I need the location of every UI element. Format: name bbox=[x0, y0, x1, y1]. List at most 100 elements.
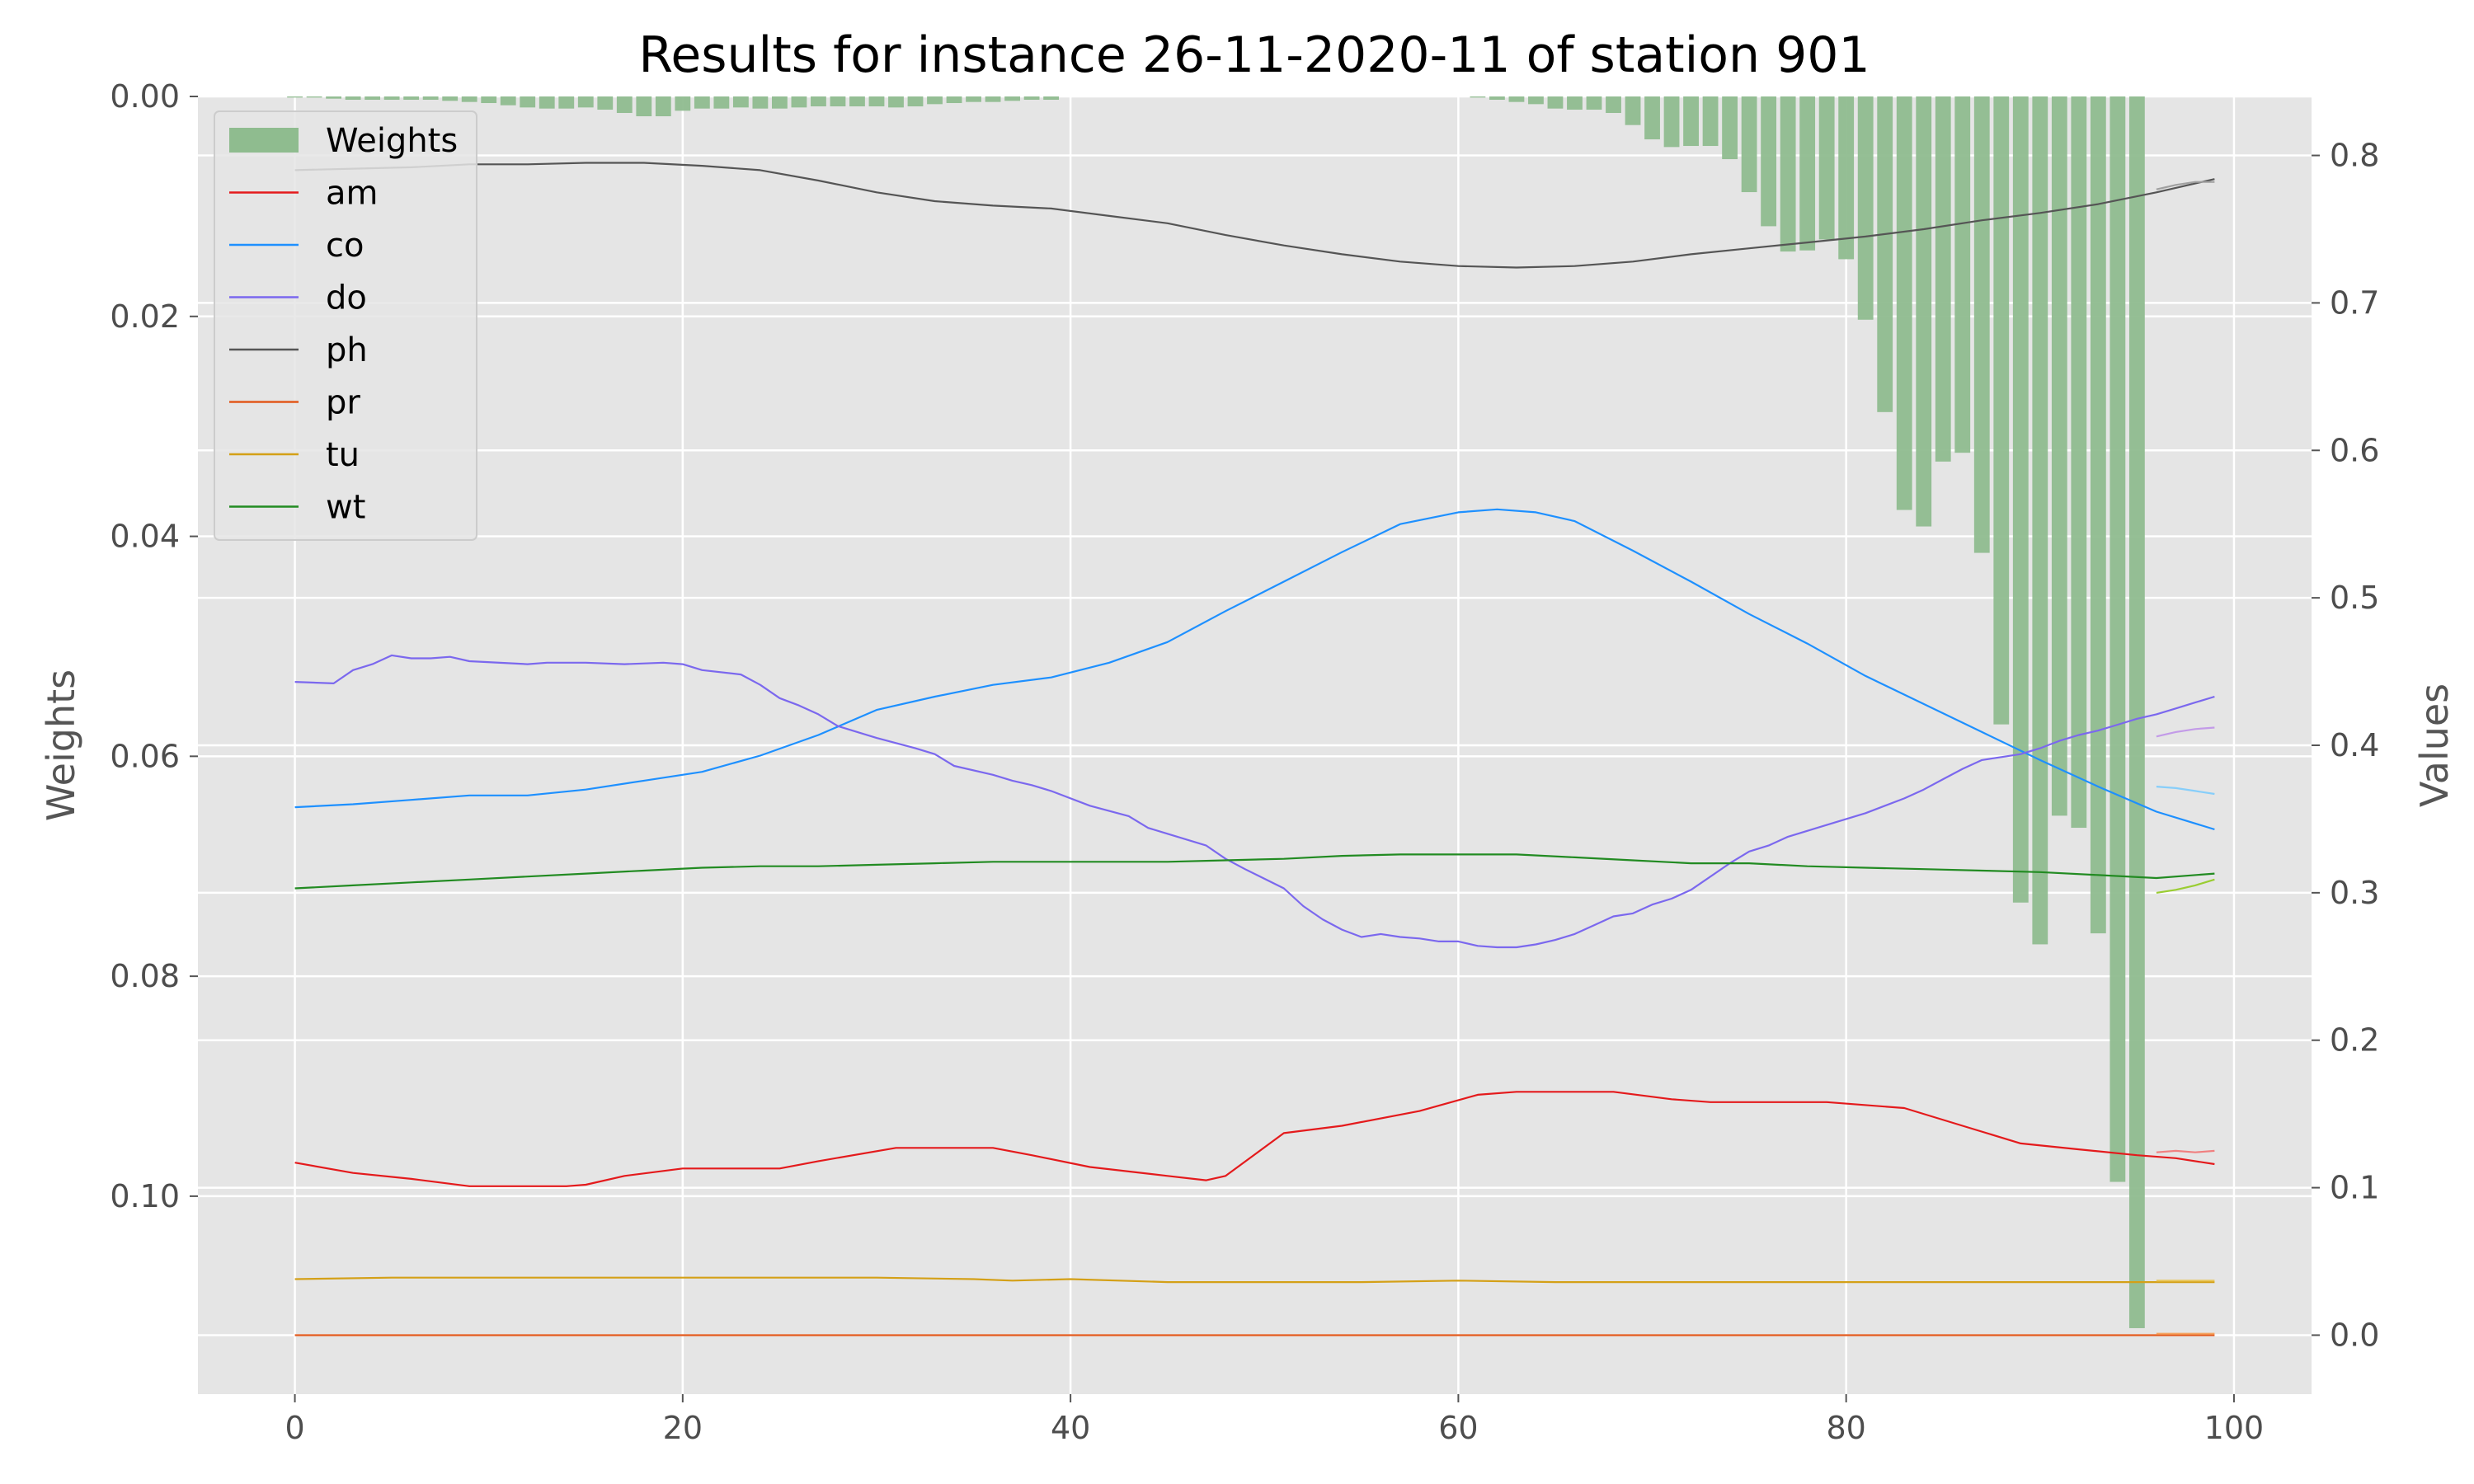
series-line-am bbox=[294, 1091, 2215, 1187]
weight-bar bbox=[1004, 96, 1020, 101]
legend-label-do: do bbox=[326, 279, 367, 317]
x-tick-label: 40 bbox=[1051, 1410, 1090, 1446]
y-right-tick-label: 0.3 bbox=[2330, 875, 2379, 911]
y-right-tick-label: 0.5 bbox=[2330, 580, 2379, 616]
y-left-tick-label: 0.02 bbox=[110, 298, 180, 335]
prediction-line-wt bbox=[2156, 878, 2215, 894]
weight-bar bbox=[577, 96, 594, 108]
weight-bar bbox=[558, 96, 575, 109]
weight-bar bbox=[1973, 96, 1990, 553]
prediction-line-co bbox=[2156, 786, 2215, 796]
legend-label-ph: ph bbox=[326, 331, 368, 369]
weight-bar bbox=[732, 96, 749, 108]
weight-bar bbox=[636, 96, 652, 117]
weight-bar bbox=[2090, 96, 2106, 934]
y-right-tick-label: 0.2 bbox=[2330, 1022, 2379, 1059]
prediction-line-am bbox=[2156, 1149, 2215, 1153]
y-right-tick-label: 0.4 bbox=[2330, 727, 2379, 763]
weight-bar bbox=[2109, 96, 2126, 1182]
y-right-tick-label: 0.7 bbox=[2330, 284, 2379, 321]
weight-bar bbox=[849, 96, 865, 107]
weight-bar bbox=[927, 96, 943, 105]
weight-bar bbox=[1528, 96, 1544, 105]
weight-bar bbox=[907, 96, 924, 107]
weight-bar bbox=[1508, 96, 1525, 102]
weight-bar bbox=[383, 96, 400, 101]
weight-bar bbox=[888, 96, 904, 108]
weight-bar bbox=[345, 96, 361, 101]
weight-bar bbox=[830, 96, 846, 107]
series-line-co bbox=[294, 508, 2215, 831]
weight-bar bbox=[1838, 96, 1855, 260]
prediction-lines bbox=[2156, 181, 2215, 1335]
weight-bar bbox=[694, 96, 710, 109]
weight-bar bbox=[2128, 96, 2145, 1328]
y-left-tick-label: 0.10 bbox=[110, 1178, 180, 1214]
weight-bar bbox=[1023, 96, 1040, 101]
weight-bar bbox=[1489, 96, 1505, 101]
legend-label-wt: wt bbox=[326, 489, 365, 527]
weight-bar bbox=[1586, 96, 1602, 110]
weight-bar bbox=[1606, 96, 1621, 114]
tick-labels: 0 20 40 60 80 100 0.00 0.02 0.04 0.06 0.08 0.10 0.0 0… bbox=[110, 78, 2379, 1446]
weight-bar bbox=[811, 96, 826, 107]
x-tick-label: 60 bbox=[1438, 1410, 1478, 1446]
weight-bar bbox=[713, 96, 730, 109]
weight-bar bbox=[403, 96, 420, 101]
y-left-tick-label: 0.00 bbox=[110, 78, 180, 115]
weight-bar bbox=[1916, 96, 1932, 527]
weight-bar bbox=[1877, 96, 1893, 412]
weight-bar bbox=[2071, 96, 2087, 829]
weight-bar bbox=[481, 96, 497, 104]
y-axis-left-label: Weights bbox=[39, 669, 83, 821]
weight-bar bbox=[772, 96, 788, 109]
y-right-tick-label: 0.6 bbox=[2330, 432, 2379, 468]
legend-box bbox=[214, 110, 477, 541]
weight-bar bbox=[1954, 96, 1971, 453]
weight-bar bbox=[868, 96, 885, 107]
weight-bar bbox=[422, 96, 439, 101]
legend-swatch-weights bbox=[229, 128, 299, 153]
weight-bar bbox=[655, 96, 671, 117]
weight-bar bbox=[675, 96, 691, 111]
weight-bar bbox=[2051, 96, 2067, 816]
legend-label-pr: pr bbox=[326, 384, 360, 422]
weight-bar bbox=[1683, 96, 1699, 147]
weight-bar bbox=[791, 96, 807, 108]
weight-bar bbox=[2032, 96, 2048, 945]
legend-label-weights: Weights bbox=[326, 122, 458, 160]
weight-bar bbox=[1722, 96, 1738, 160]
y-right-tick-label: 0.0 bbox=[2330, 1317, 2379, 1353]
series-line-tu bbox=[294, 1276, 2215, 1284]
legend-label-am: am bbox=[326, 175, 378, 213]
legend-entries: Weights am co do ph pr tu wt bbox=[229, 122, 458, 527]
y-right-tick-label: 0.8 bbox=[2330, 138, 2379, 174]
weight-bar bbox=[985, 96, 1001, 102]
weight-bar bbox=[1818, 96, 1835, 240]
weight-bar bbox=[616, 96, 633, 114]
x-tick-label: 100 bbox=[2204, 1410, 2265, 1446]
weight-bar bbox=[1567, 96, 1583, 110]
weight-bar bbox=[597, 96, 614, 110]
y-left-tick-label: 0.06 bbox=[110, 738, 180, 774]
series-line-wt bbox=[294, 853, 2215, 890]
weight-bar bbox=[2012, 96, 2029, 903]
weight-bar bbox=[1702, 96, 1719, 147]
weight-bar bbox=[1470, 96, 1486, 98]
legend-label-tu: tu bbox=[326, 436, 360, 474]
weight-bar bbox=[520, 96, 536, 108]
weight-bar bbox=[1644, 96, 1660, 140]
weight-bar bbox=[365, 96, 381, 101]
weight-bar bbox=[1625, 96, 1641, 125]
weight-bar bbox=[1857, 96, 1874, 320]
weight-bar bbox=[1935, 96, 1951, 462]
weight-bar bbox=[1663, 96, 1680, 148]
weight-bar bbox=[461, 96, 477, 102]
weight-bar bbox=[1896, 96, 1912, 510]
x-tick-label: 0 bbox=[285, 1410, 304, 1446]
x-tick-label: 20 bbox=[663, 1410, 703, 1446]
x-tick-label: 80 bbox=[1826, 1410, 1865, 1446]
weight-bar bbox=[946, 96, 962, 104]
weight-bar bbox=[1547, 96, 1564, 109]
y-axis-right-label: Values bbox=[2412, 683, 2457, 807]
